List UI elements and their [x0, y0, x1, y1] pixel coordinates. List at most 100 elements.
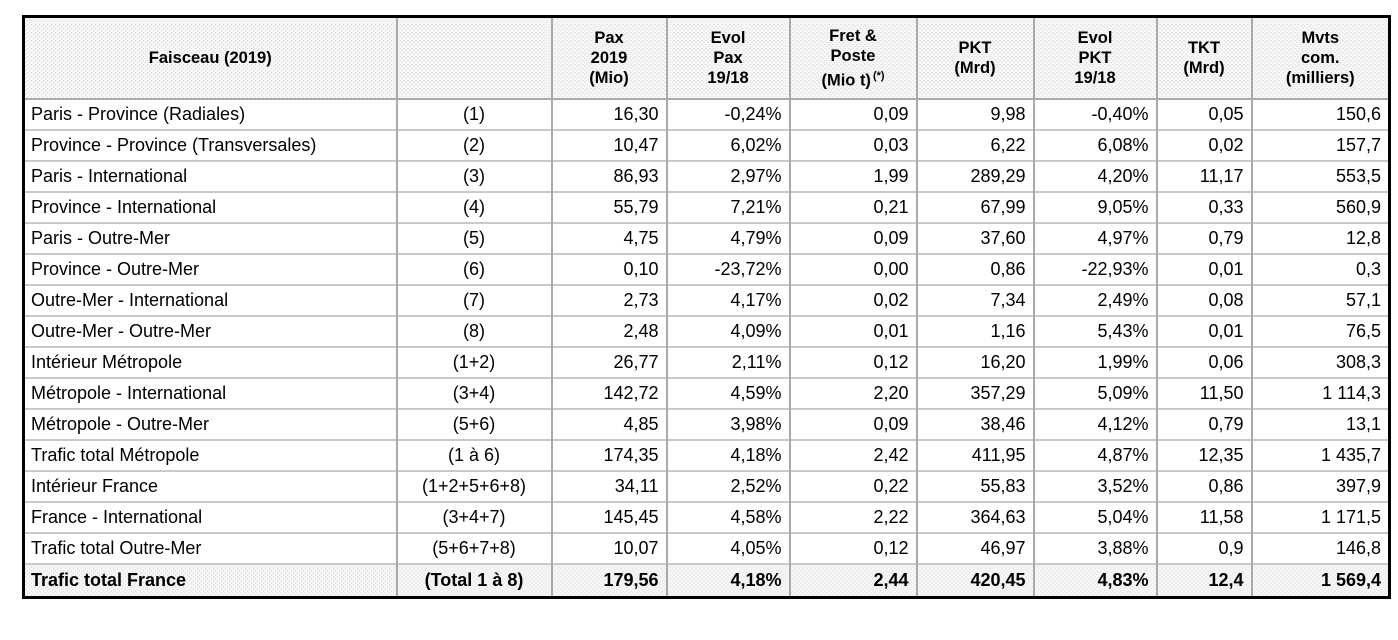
row-value-fret: 0,12 — [788, 345, 917, 378]
header-fret-poste: Fret & Poste (Mio t) (*) — [788, 16, 917, 100]
row-value-fret: 0,21 — [788, 190, 917, 223]
header-pkt: PKT (Mrd) — [915, 16, 1034, 100]
row-value-mvts: 1 569,4 — [1250, 562, 1390, 598]
row-value-evol-pax: 2,52% — [665, 469, 790, 502]
table-row: Trafic total Métropole (1 à 6) 174,35 4,… — [23, 438, 1390, 471]
row-value-pkt: 55,83 — [915, 469, 1034, 502]
row-value-mvts: 308,3 — [1250, 345, 1390, 378]
row-value-tkt: 11,50 — [1155, 376, 1252, 409]
row-value-pax: 4,75 — [550, 221, 667, 254]
row-value-evol-pax: 2,97% — [665, 159, 790, 192]
table-row: Paris - Province (Radiales) (1) 16,30 -0… — [23, 97, 1390, 130]
row-value-pkt: 289,29 — [915, 159, 1034, 192]
row-value-pkt: 38,46 — [915, 407, 1034, 440]
header-mvts-com: Mvts com. (milliers) — [1250, 16, 1390, 100]
row-value-evol-pax: 2,11% — [665, 345, 790, 378]
row-value-pax: 179,56 — [550, 562, 667, 598]
row-value-mvts: 1 114,3 — [1250, 376, 1390, 409]
row-value-mvts: 12,8 — [1250, 221, 1390, 254]
row-code: (3) — [395, 159, 552, 192]
row-value-fret: 2,22 — [788, 500, 917, 533]
table-row: Province - Outre-Mer (6) 0,10 -23,72% 0,… — [23, 252, 1390, 285]
row-value-pkt: 6,22 — [915, 128, 1034, 161]
row-value-evol-pkt: 1,99% — [1032, 345, 1157, 378]
row-value-tkt: 0,08 — [1155, 283, 1252, 316]
row-value-pax: 16,30 — [550, 97, 667, 130]
row-value-fret: 2,42 — [788, 438, 917, 471]
row-value-fret: 0,09 — [788, 97, 917, 130]
header-evol-pkt: Evol PKT 19/18 — [1032, 16, 1157, 100]
row-value-mvts: 157,7 — [1250, 128, 1390, 161]
row-value-fret: 2,20 — [788, 376, 917, 409]
row-value-evol-pkt: 6,08% — [1032, 128, 1157, 161]
row-value-mvts: 560,9 — [1250, 190, 1390, 223]
row-value-mvts: 76,5 — [1250, 314, 1390, 347]
row-value-evol-pax: 6,02% — [665, 128, 790, 161]
table-row: Trafic total Outre-Mer (5+6+7+8) 10,07 4… — [23, 531, 1390, 564]
row-value-pax: 86,93 — [550, 159, 667, 192]
header-row: Faisceau (2019) Pax 2019 (Mio) Evol Pax … — [23, 16, 1390, 100]
traffic-table: Faisceau (2019) Pax 2019 (Mio) Evol Pax … — [22, 15, 1391, 599]
row-value-fret: 0,09 — [788, 407, 917, 440]
row-code: (3+4+7) — [395, 500, 552, 533]
row-value-tkt: 0,9 — [1155, 531, 1252, 564]
row-code: (5+6+7+8) — [395, 531, 552, 564]
table-header: Faisceau (2019) Pax 2019 (Mio) Evol Pax … — [23, 16, 1390, 100]
row-label: Intérieur Métropole — [23, 345, 397, 378]
table-row-total: Trafic total France (Total 1 à 8) 179,56… — [23, 562, 1390, 598]
row-value-tkt: 0,06 — [1155, 345, 1252, 378]
header-blank — [395, 16, 552, 100]
row-value-pkt: 9,98 — [915, 97, 1034, 130]
row-value-pkt: 16,20 — [915, 345, 1034, 378]
row-code: (1) — [395, 97, 552, 130]
row-value-evol-pkt: 3,88% — [1032, 531, 1157, 564]
table-row: Intérieur France (1+2+5+6+8) 34,11 2,52%… — [23, 469, 1390, 502]
row-value-fret: 0,12 — [788, 531, 917, 564]
row-value-fret: 0,00 — [788, 252, 917, 285]
header-fret-poste-text: Fret & Poste (Mio t) — [821, 26, 877, 90]
row-code: (6) — [395, 252, 552, 285]
row-value-pax: 10,47 — [550, 128, 667, 161]
row-label: Trafic total Outre-Mer — [23, 531, 397, 564]
row-value-pkt: 1,16 — [915, 314, 1034, 347]
row-value-pkt: 37,60 — [915, 221, 1034, 254]
row-value-evol-pkt: -22,93% — [1032, 252, 1157, 285]
row-value-tkt: 0,79 — [1155, 221, 1252, 254]
row-value-tkt: 11,58 — [1155, 500, 1252, 533]
row-label: Intérieur France — [23, 469, 397, 502]
row-value-pax: 145,45 — [550, 500, 667, 533]
row-value-tkt: 11,17 — [1155, 159, 1252, 192]
header-evol-pax: Evol Pax 19/18 — [665, 16, 790, 100]
row-code: (1+2+5+6+8) — [395, 469, 552, 502]
row-value-pax: 26,77 — [550, 345, 667, 378]
row-label: Outre-Mer - Outre-Mer — [23, 314, 397, 347]
row-value-evol-pkt: 2,49% — [1032, 283, 1157, 316]
row-value-tkt: 0,02 — [1155, 128, 1252, 161]
row-label: Province - Outre-Mer — [23, 252, 397, 285]
row-value-fret: 0,01 — [788, 314, 917, 347]
table-row: Province - Province (Transversales) (2) … — [23, 128, 1390, 161]
row-value-tkt: 0,01 — [1155, 252, 1252, 285]
row-code: (1 à 6) — [395, 438, 552, 471]
row-value-tkt: 0,33 — [1155, 190, 1252, 223]
row-value-mvts: 13,1 — [1250, 407, 1390, 440]
row-value-evol-pkt: 5,04% — [1032, 500, 1157, 533]
row-label: Métropole - Outre-Mer — [23, 407, 397, 440]
row-value-fret: 2,44 — [788, 562, 917, 598]
table-row: Intérieur Métropole (1+2) 26,77 2,11% 0,… — [23, 345, 1390, 378]
row-value-mvts: 1 171,5 — [1250, 500, 1390, 533]
row-code: (4) — [395, 190, 552, 223]
row-code: (Total 1 à 8) — [395, 562, 552, 598]
row-value-evol-pkt: 5,09% — [1032, 376, 1157, 409]
row-value-evol-pkt: 5,43% — [1032, 314, 1157, 347]
row-value-tkt: 0,01 — [1155, 314, 1252, 347]
row-value-evol-pkt: 4,12% — [1032, 407, 1157, 440]
row-value-pax: 142,72 — [550, 376, 667, 409]
row-label: Métropole - International — [23, 376, 397, 409]
table-body: Paris - Province (Radiales) (1) 16,30 -0… — [23, 97, 1390, 598]
row-value-tkt: 12,35 — [1155, 438, 1252, 471]
row-value-evol-pax: 4,18% — [665, 562, 790, 598]
row-value-pkt: 7,34 — [915, 283, 1034, 316]
row-value-mvts: 150,6 — [1250, 97, 1390, 130]
